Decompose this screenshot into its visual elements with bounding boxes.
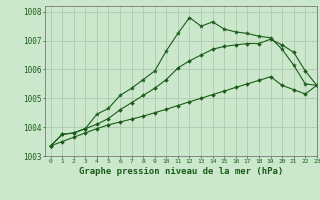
X-axis label: Graphe pression niveau de la mer (hPa): Graphe pression niveau de la mer (hPa) [79, 167, 283, 176]
